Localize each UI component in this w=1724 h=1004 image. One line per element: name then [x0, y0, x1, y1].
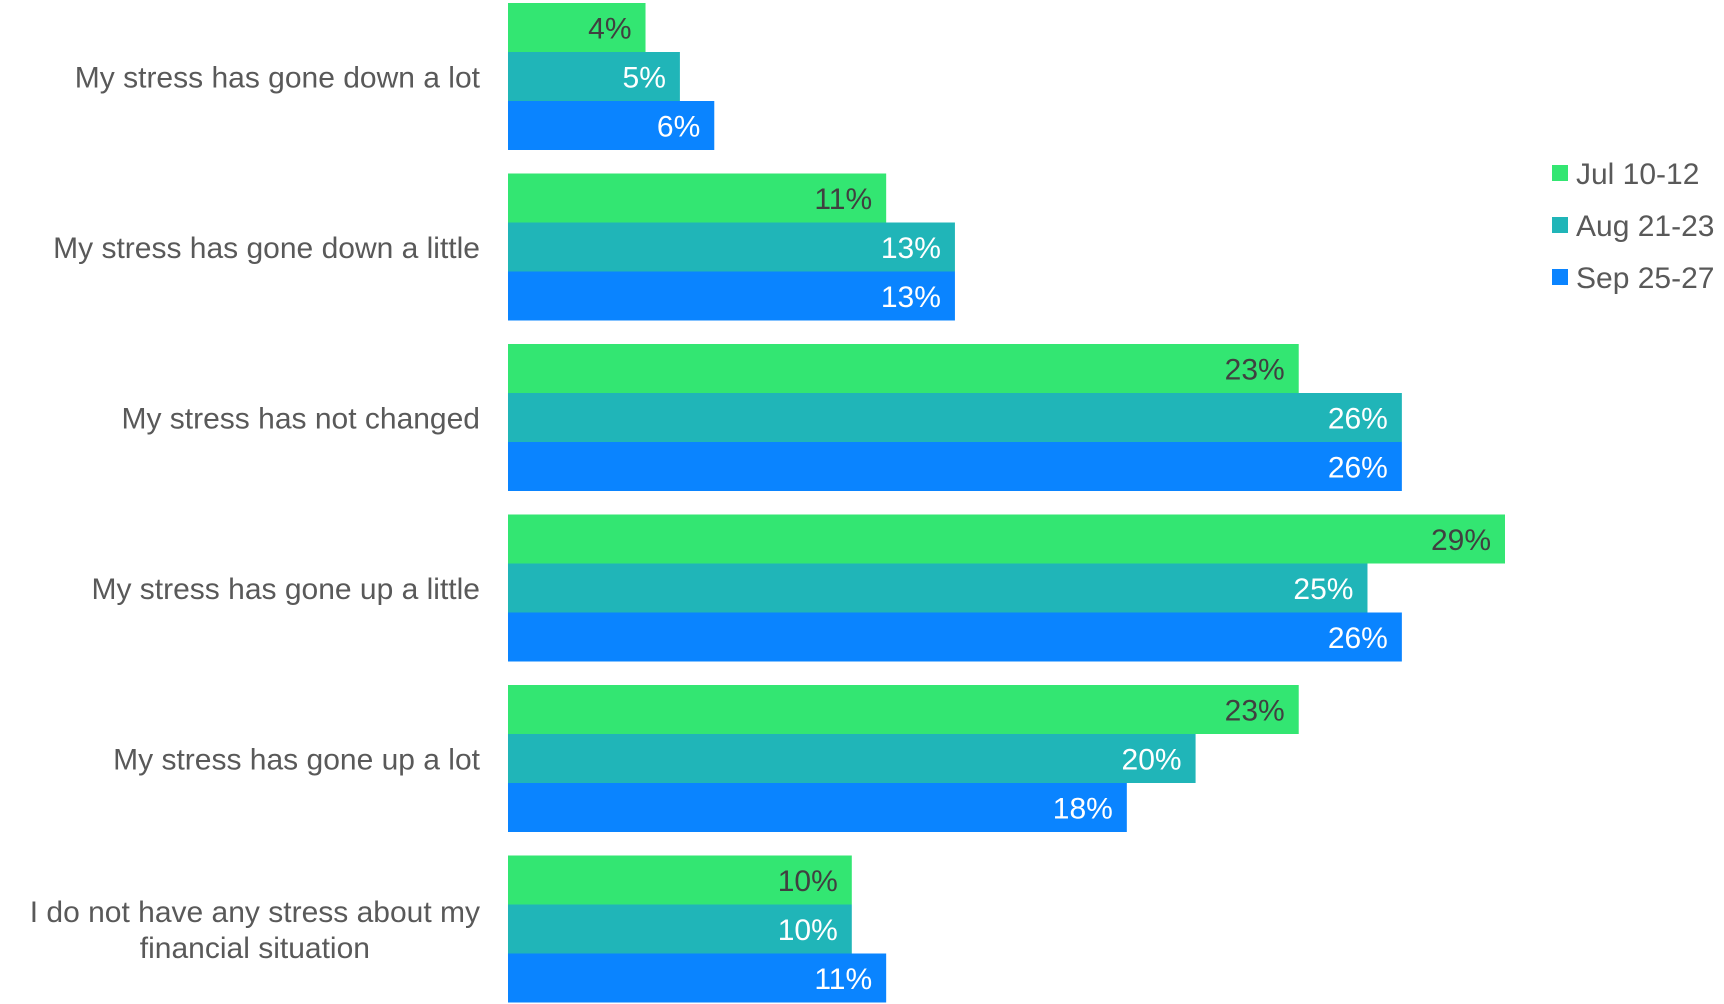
bars-layer: 4% 5% 6% 11% 13% 13% 23% 26% 26% 29% 25% 26% 23% 20% 1… [508, 3, 1505, 1003]
legend-swatch-2 [1552, 217, 1568, 233]
category-label-6: I do not have any stress about my financi… [30, 896, 480, 965]
category-label-3: My stress has not changed [121, 403, 480, 436]
bar-2-1 [508, 52, 680, 101]
category-label-2: My stress has gone down a little [53, 232, 480, 265]
data-label-3-1: 6% [657, 111, 700, 144]
data-label-2-3: 26% [1328, 403, 1388, 436]
bar-2-4 [508, 563, 1368, 613]
data-label-2-4: 25% [1293, 573, 1353, 606]
legend: Jul 10-12 Aug 21-23 Sep 25-27 [1552, 158, 1714, 295]
data-label-3-3: 26% [1328, 452, 1388, 485]
legend-label-3: Sep 25-27 [1576, 262, 1714, 295]
legend-label-1: Jul 10-12 [1576, 158, 1699, 191]
data-label-3-5: 18% [1053, 793, 1113, 826]
data-label-1-3: 23% [1225, 354, 1285, 387]
data-label-3-6: 11% [814, 963, 872, 996]
data-label-3-2: 13% [881, 281, 941, 314]
bar-2-3 [508, 393, 1402, 442]
data-label-2-5: 20% [1122, 744, 1182, 777]
bar-3-3 [508, 442, 1402, 491]
data-label-2-6: 10% [778, 914, 838, 947]
data-label-1-5: 23% [1225, 695, 1285, 728]
data-label-1-6: 10% [778, 865, 838, 898]
category-labels: My stress has gone down a lot My stress h… [30, 62, 481, 966]
bar-3-2 [508, 271, 955, 321]
category-label-4: My stress has gone up a little [91, 573, 480, 606]
bar-1-3 [508, 344, 1299, 393]
legend-label-2: Aug 21-23 [1576, 210, 1714, 243]
data-label-1-2: 11% [814, 183, 872, 216]
bar-3-4 [508, 612, 1402, 662]
data-label-2-1: 5% [623, 62, 666, 95]
category-label-1: My stress has gone down a lot [75, 62, 481, 95]
bar-2-5 [508, 734, 1196, 783]
bar-2-2 [508, 222, 955, 272]
bar-3-6 [508, 953, 887, 1003]
bar-1-5 [508, 685, 1299, 734]
data-label-1-1: 4% [588, 13, 631, 46]
legend-swatch-3 [1552, 269, 1568, 285]
bar-1-1 [508, 3, 646, 52]
data-label-1-4: 29% [1431, 524, 1491, 557]
bar-1-4 [508, 514, 1505, 564]
bar-1-2 [508, 173, 887, 223]
data-label-2-2: 13% [881, 232, 941, 265]
category-label-5: My stress has gone up a lot [113, 744, 481, 777]
bar-2-6 [508, 904, 852, 954]
legend-swatch-1 [1552, 165, 1568, 181]
bar-1-6 [508, 855, 852, 905]
bar-3-5 [508, 783, 1127, 832]
bar-3-1 [508, 101, 715, 150]
data-label-3-4: 26% [1328, 622, 1388, 655]
